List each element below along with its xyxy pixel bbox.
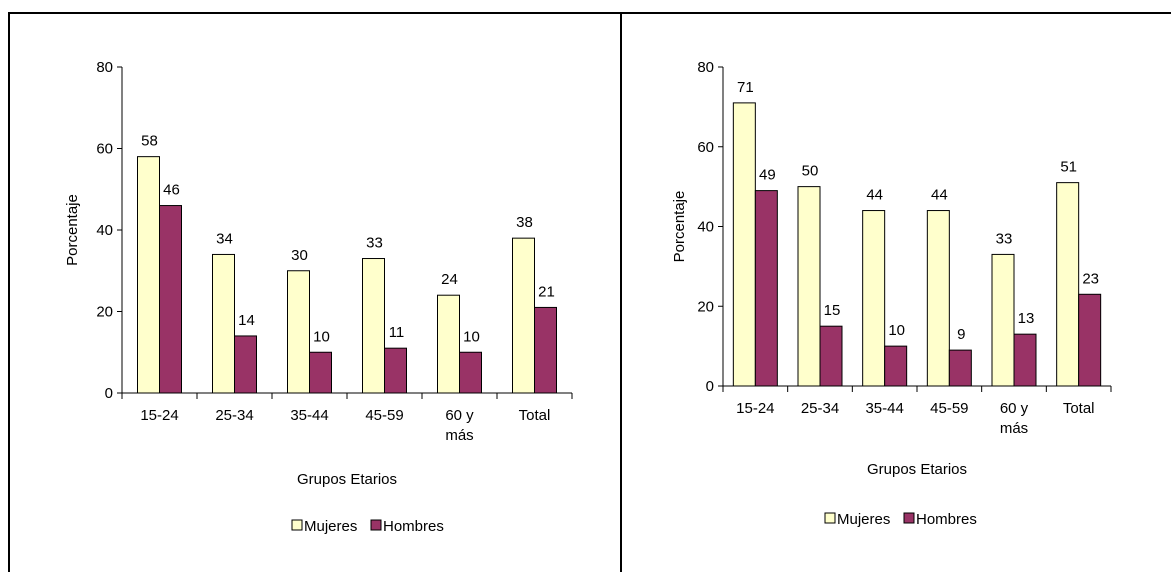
bar-hombres [384, 347, 407, 394]
data-label: 10 [888, 322, 905, 339]
legend-swatch-mujeres [291, 519, 303, 531]
bar-mujeres [1056, 182, 1080, 387]
bar-mujeres [362, 258, 385, 394]
bar-hombres [884, 345, 908, 387]
x-tick-label: 60 y más [445, 407, 474, 444]
bar-hombres [1013, 333, 1037, 387]
y-tick-label: 60 [96, 141, 113, 158]
table-frame [8, 12, 1171, 572]
x-tick-label: 45-59 [930, 400, 968, 417]
bar-mujeres [797, 186, 821, 387]
x-axis-title: Grupos Etarios [297, 471, 397, 488]
legend-swatch-hombres [903, 512, 915, 524]
bar-hombres [459, 351, 482, 394]
bar-hombres [159, 205, 182, 394]
data-label: 38 [516, 214, 533, 231]
y-tick-label: 80 [697, 59, 714, 76]
legend-swatch-mujeres [824, 512, 836, 524]
x-tick-label: 15-24 [140, 407, 178, 424]
x-tick-label: 15-24 [736, 400, 774, 417]
data-label: 49 [759, 167, 776, 184]
data-label: 34 [216, 230, 233, 247]
bar-mujeres [732, 102, 756, 387]
bar-mujeres [862, 210, 886, 387]
data-label: 13 [1018, 310, 1035, 327]
bar-hombres [234, 335, 257, 394]
legend-label-hombres: Hombres [916, 511, 977, 528]
data-label: 33 [366, 235, 383, 252]
x-tick-label: 60 y más [1000, 400, 1029, 437]
x-tick-label: Total [519, 407, 551, 424]
data-label: 9 [957, 326, 965, 343]
bar-mujeres [287, 270, 310, 394]
legend-label-hombres: Hombres [383, 518, 444, 535]
y-tick-label: 60 [697, 139, 714, 156]
x-tick-label: 35-44 [290, 407, 328, 424]
x-tick-label: 25-34 [801, 400, 839, 417]
bar-hombres [534, 306, 557, 394]
bar-mujeres [926, 210, 950, 387]
data-label: 46 [163, 182, 180, 199]
data-label: 71 [737, 79, 754, 96]
bar-mujeres [437, 294, 460, 394]
legend: Mujeres Hombres [291, 518, 444, 535]
bar-chart-right: 0 20 40 60 80 71 49 15-24 50 15 25-34 44 10 35-44 44 9 4… [671, 59, 1112, 528]
data-label: 33 [996, 230, 1013, 247]
x-tick-label: 45-59 [365, 407, 403, 424]
legend-label-mujeres: Mujeres [837, 511, 890, 528]
bar-mujeres [991, 253, 1015, 387]
x-tick-label: 35-44 [865, 400, 903, 417]
data-label: 10 [463, 328, 480, 345]
y-tick-label: 40 [96, 222, 113, 239]
bar-hombres [948, 349, 972, 387]
data-label: 10 [313, 328, 330, 345]
y-tick-label: 40 [697, 219, 714, 236]
data-label: 24 [441, 271, 458, 288]
bar-hombres [309, 351, 332, 394]
y-axis-title: Porcentaje [671, 191, 688, 263]
data-label: 44 [931, 187, 948, 204]
bar-chart-left: 0 20 40 60 80 58 46 15-24 34 14 25-34 30 10 35-44 33 11… [64, 59, 573, 535]
legend-label-mujeres: Mujeres [304, 518, 357, 535]
bar-mujeres [512, 237, 535, 394]
bar-hombres [819, 325, 843, 387]
x-axis-title: Grupos Etarios [867, 461, 967, 478]
data-label: 14 [238, 312, 255, 329]
y-tick-label: 0 [105, 385, 113, 402]
data-label: 15 [824, 302, 841, 319]
y-tick-label: 80 [96, 59, 113, 76]
data-label: 50 [802, 163, 819, 180]
panel-divider [620, 12, 622, 572]
y-tick-label: 20 [697, 298, 714, 315]
y-tick-label: 0 [706, 378, 714, 395]
x-tick-label: Total [1063, 400, 1095, 417]
legend: Mujeres Hombres [824, 511, 977, 528]
bar-hombres [754, 190, 778, 387]
y-axis-title: Porcentaje [64, 194, 81, 266]
data-label: 21 [538, 283, 555, 300]
data-label: 58 [141, 133, 158, 150]
x-tick-label: 25-34 [215, 407, 253, 424]
data-label: 23 [1082, 270, 1099, 287]
bar-mujeres [137, 156, 160, 394]
y-tick-label: 20 [96, 304, 113, 321]
legend-swatch-hombres [370, 519, 382, 531]
data-label: 30 [291, 247, 308, 264]
data-label: 11 [389, 324, 405, 341]
data-label: 44 [866, 187, 883, 204]
bar-hombres [1078, 293, 1102, 387]
bar-mujeres [212, 253, 235, 394]
data-label: 51 [1060, 159, 1077, 176]
